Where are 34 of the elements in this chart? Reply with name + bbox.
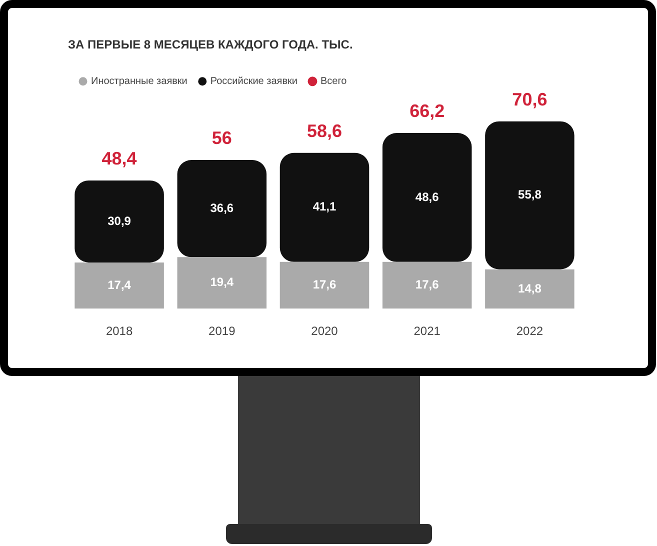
x-tick-label: 2020	[311, 324, 338, 338]
total-label: 70,6	[512, 89, 548, 110]
total-label: 56	[212, 128, 232, 148]
data-label: 19,4	[210, 275, 234, 290]
bar	[280, 262, 370, 309]
total-label: 58,6	[306, 120, 342, 141]
total-label: 66,2	[410, 100, 445, 121]
data-label: 36,6	[210, 200, 234, 215]
data-label: 17,6	[415, 278, 440, 292]
legend-label: Иностранные заявки	[91, 76, 188, 88]
x-tick-label: 2021	[414, 324, 441, 338]
x-tick-label: 2022	[516, 324, 544, 338]
bar	[74, 262, 164, 309]
legend-label: Всего	[320, 76, 348, 88]
legend-label: Российские заявки	[210, 76, 298, 88]
bar	[280, 152, 370, 262]
bar	[177, 257, 267, 309]
x-tick-label: 2019	[208, 324, 236, 338]
data-label: 41,1	[312, 200, 336, 214]
bar	[485, 269, 574, 309]
data-label: 55,8	[518, 188, 542, 202]
bar	[382, 133, 472, 262]
data-label: 30,9	[108, 214, 132, 228]
data-label: 48,6	[415, 190, 440, 204]
data-label: 14,8	[518, 281, 542, 296]
x-tick-label: 2018	[106, 324, 133, 338]
bar	[74, 180, 164, 262]
bar	[485, 121, 574, 270]
data-label: 17,4	[108, 278, 132, 292]
bar	[382, 262, 472, 309]
chart-title: ЗА ПЕРВЫЕ 8 МЕСЯЦЕВ КАЖДОГО ГОДА. ТЫС.	[68, 38, 353, 52]
total-label: 48,4	[102, 148, 137, 168]
bar	[177, 160, 267, 258]
data-label: 17,6	[312, 278, 336, 292]
